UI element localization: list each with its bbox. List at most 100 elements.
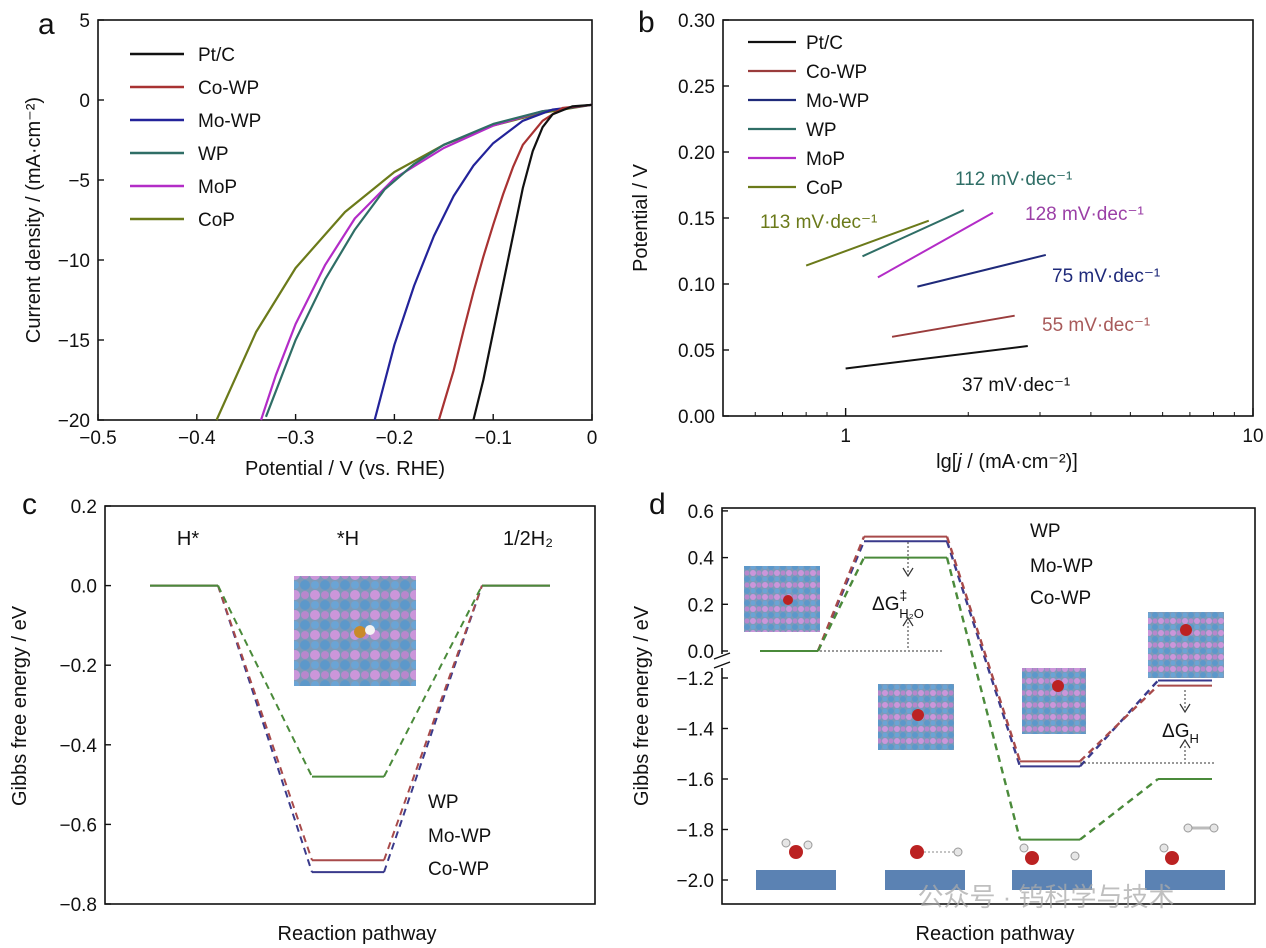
y-tick-label: −1.4 — [676, 720, 714, 741]
axis-break-mark — [713, 661, 731, 669]
structure-image-h-atom-2 — [365, 625, 375, 635]
x-tick-label: 10 — [1242, 426, 1263, 447]
y-tick-label: 0 — [79, 91, 90, 112]
series-line-cop — [215, 103, 593, 421]
series-line-cowp — [437, 103, 593, 421]
tafel-line-mowp — [917, 253, 1047, 288]
tafel-line-cop — [805, 219, 930, 267]
slope-annotation: 112 mV·dec⁻¹ — [955, 169, 1072, 190]
panel-a-frame — [97, 19, 593, 421]
y-tick-label: −0.2 — [59, 656, 97, 677]
panel-c-frame — [104, 505, 596, 905]
panel-c-ylabel: Gibbs free energy / eV — [9, 605, 31, 806]
water-oxygen — [1165, 851, 1179, 865]
water-hydrogen — [1159, 843, 1169, 853]
energy-connector-mowp — [217, 585, 313, 861]
y-tick-label: 0.30 — [678, 11, 715, 32]
structure-image-h-atom — [354, 626, 366, 638]
barrier-label: ΔG‡ H₂O — [872, 587, 924, 621]
surface-slab — [1145, 870, 1225, 890]
x-tick-label: −0.4 — [178, 428, 216, 449]
legend-label: MoP — [198, 177, 237, 198]
energy-connector-wp — [945, 540, 1022, 767]
structure-image-final — [1148, 612, 1224, 678]
surface-slabs — [756, 823, 1225, 890]
water-oxygen — [910, 845, 924, 859]
y-tick-label: 0.2 — [71, 497, 97, 518]
water-hydrogen — [781, 838, 791, 848]
y-tick-label: −10 — [58, 251, 90, 272]
water-hydrogen — [1019, 843, 1029, 853]
slope-annotation: 75 mV·dec⁻¹ — [1052, 266, 1160, 287]
oxygen-atom — [912, 709, 924, 721]
energy-connector-wp — [816, 540, 866, 652]
panel-c: c 0.2 0.0 −0.2 −0.4 −0.6 −0.8 H* *H 1/2H₂ WP Mo-… — [9, 488, 596, 945]
y-tick-label: 0.0 — [71, 577, 97, 598]
legend-label: Co-WP — [198, 78, 259, 99]
panel-d-frame — [721, 507, 1256, 905]
surface-slab — [756, 870, 836, 890]
legend-label: Mo-WP — [806, 91, 869, 112]
x-tick-label: −0.5 — [79, 428, 117, 449]
water-oxygen — [789, 845, 803, 859]
series-line-wp — [264, 103, 593, 418]
adsorption-label: ΔGH — [1162, 721, 1199, 746]
x-tick-label: −0.3 — [277, 428, 315, 449]
adsorption-arrowhead-up — [1179, 738, 1191, 749]
series-line-mop — [259, 103, 593, 421]
y-tick-label: −15 — [58, 331, 90, 352]
slope-annotation: 113 mV·dec⁻¹ — [760, 212, 877, 233]
panel-d-ylabel: Gibbs free energy / eV — [631, 605, 653, 806]
barrier-arrowhead-down — [902, 567, 914, 578]
legend-label: WP — [1030, 521, 1061, 542]
legend-label: CoP — [198, 210, 235, 231]
oxygen-atom — [783, 595, 793, 605]
energy-connector-cowp — [1079, 778, 1159, 841]
y-tick-label: 0.4 — [688, 549, 715, 570]
y-tick-label: −1.6 — [676, 770, 714, 791]
panel-a: a −0.5 −0.4 −0.3 −0.2 −0.1 0 5 0 −5 −10 −15 −20 Pt… — [23, 8, 597, 480]
y-tick-label: 5 — [79, 11, 90, 32]
panel-c-xlabel: Reaction pathway — [278, 923, 437, 945]
tafel-line-wp — [862, 209, 965, 258]
tafel-line-ptc — [845, 345, 1028, 370]
tafel-line-cowp — [891, 314, 1015, 338]
legend-label: Mo-WP — [198, 111, 261, 132]
y-tick-label: −2.0 — [676, 871, 714, 892]
series-line-mowp — [373, 103, 593, 421]
energy-connector-wp — [1079, 679, 1159, 768]
watermark: 公众号 · 钨科学与技术 — [917, 882, 1174, 912]
structure-image-initial — [744, 566, 820, 632]
x-tick-label: 1 — [840, 426, 851, 447]
water-hydrogen — [953, 847, 963, 857]
y-tick-label: −1.8 — [676, 821, 714, 842]
panel-b: b 1 10 0.00 0.05 0.10 0.15 0.20 0.25 0.30 Pt/C C… — [630, 6, 1264, 473]
panel-b-xlabel: lg[j / (mA·cm⁻²)] — [936, 451, 1078, 473]
y-tick-label: −20 — [58, 411, 90, 432]
x-tick-label: −0.1 — [474, 428, 512, 449]
oxygen-atom — [1052, 680, 1064, 692]
surface-slab — [885, 870, 965, 890]
barrier-arrowhead-up — [902, 616, 914, 627]
panel-a-ylabel: Current density / (mA·cm⁻²) — [23, 97, 45, 343]
legend-label: WP — [198, 144, 229, 165]
y-tick-label: −1.2 — [676, 669, 714, 690]
energy-connector-cowp — [945, 557, 1022, 840]
y-tick-label: −0.8 — [59, 895, 97, 916]
legend-label: Co-WP — [428, 859, 489, 880]
y-tick-label: 0.25 — [678, 77, 715, 98]
y-tick-label: −0.4 — [59, 736, 97, 757]
y-tick-label: 0.20 — [678, 143, 715, 164]
h2-hydrogen — [1209, 823, 1219, 833]
state-label: 1/2H₂ — [503, 528, 553, 550]
y-tick-label: 0.6 — [688, 502, 714, 523]
y-tick-label: 0.2 — [688, 595, 714, 616]
panel-d-xlabel: Reaction pathway — [916, 923, 1075, 945]
y-tick-label: 0.00 — [678, 407, 715, 428]
panel-a-xlabel: Potential / V (vs. RHE) — [245, 458, 445, 480]
energy-connector-mowp — [816, 536, 866, 652]
x-tick-label: 0 — [587, 428, 598, 449]
energy-connector-mowp — [383, 585, 483, 861]
panel-d-label: d — [649, 488, 666, 521]
